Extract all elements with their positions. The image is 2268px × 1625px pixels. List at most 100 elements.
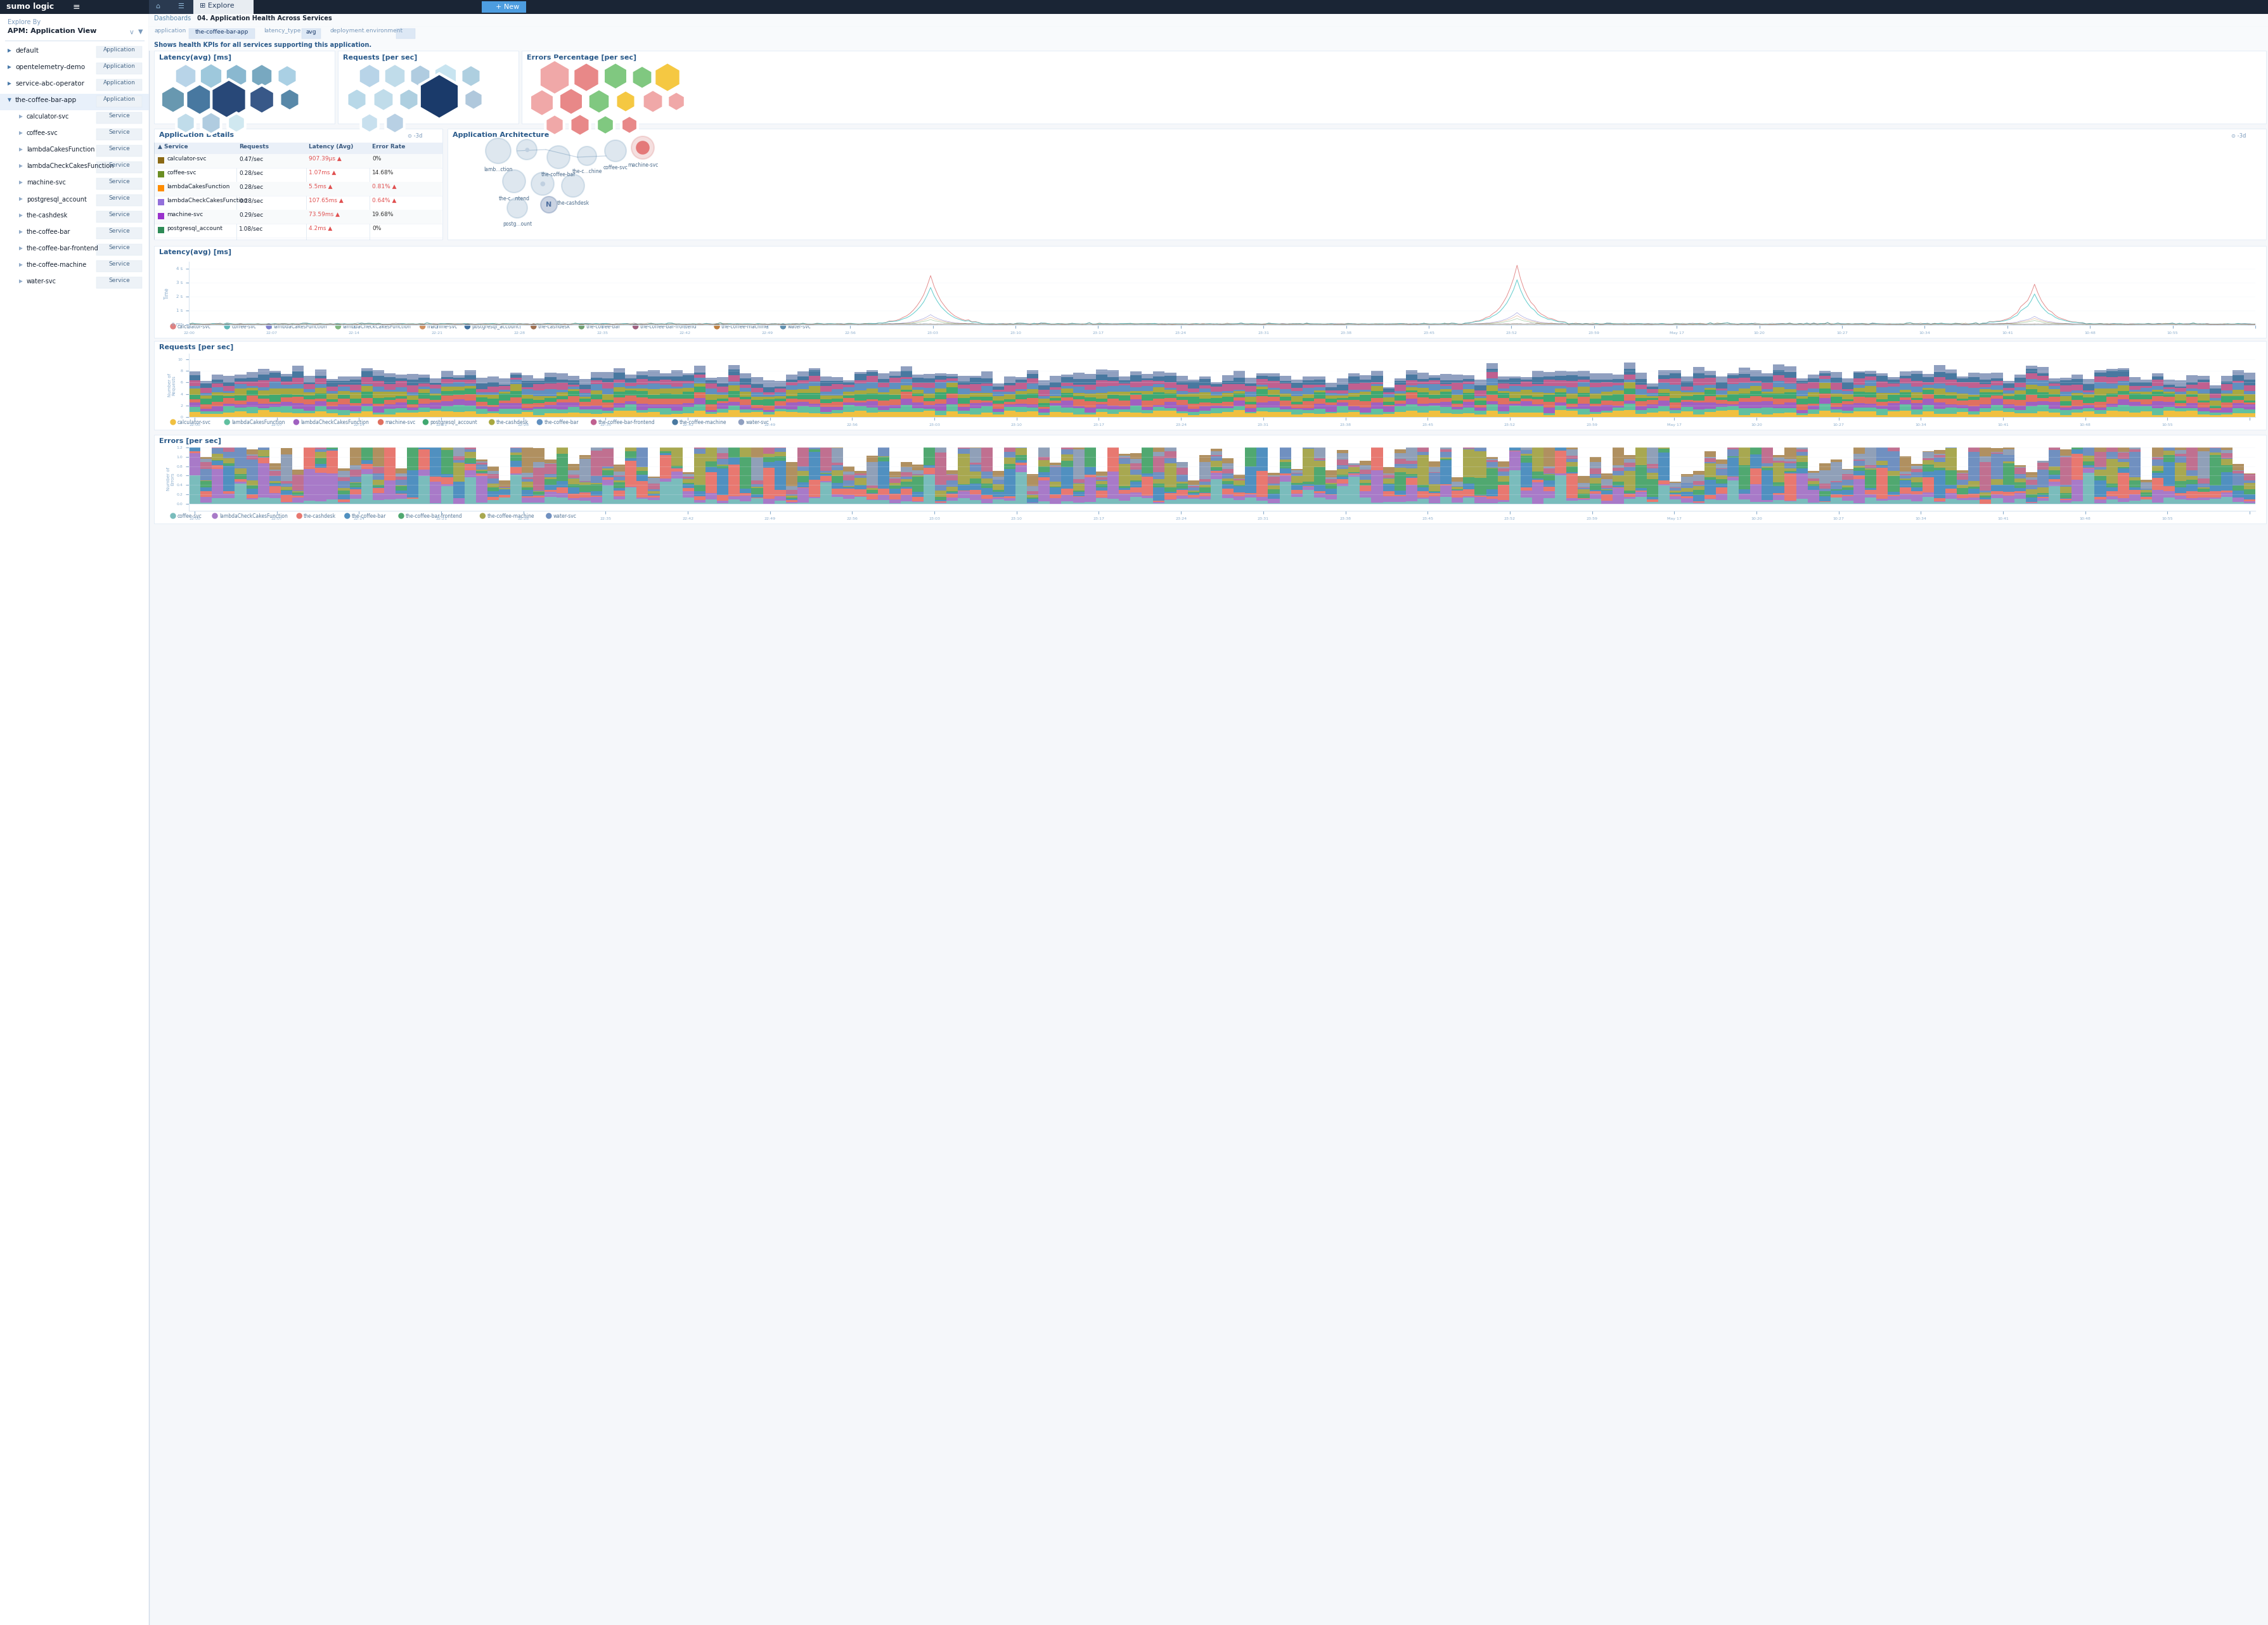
Bar — [270, 499, 281, 504]
Bar — [1567, 375, 1579, 380]
Bar — [1268, 388, 1279, 390]
Bar — [1141, 419, 1152, 437]
Bar — [1533, 400, 1545, 405]
Bar — [1545, 486, 1556, 491]
Bar — [1084, 437, 1095, 440]
Bar — [259, 410, 270, 418]
Bar — [832, 471, 844, 476]
Bar — [1635, 398, 1647, 401]
Bar — [1268, 396, 1279, 401]
Bar — [1567, 497, 1579, 500]
Bar — [660, 453, 671, 455]
Bar — [728, 432, 739, 458]
Bar — [615, 476, 626, 481]
Bar — [1005, 465, 1016, 470]
Bar — [1556, 405, 1567, 410]
Bar — [1129, 474, 1141, 481]
Bar — [866, 455, 878, 462]
Bar — [1211, 462, 1222, 466]
Text: opentelemetry-demo: opentelemetry-demo — [16, 63, 84, 70]
Text: postgresql_account: postgresql_account — [27, 197, 86, 203]
Bar — [1313, 484, 1325, 491]
Bar — [1853, 388, 1864, 392]
Bar — [1980, 405, 1991, 408]
Bar — [533, 390, 544, 396]
Bar — [361, 403, 372, 406]
Bar — [1658, 375, 1669, 379]
Bar — [705, 427, 717, 434]
Bar — [222, 491, 236, 494]
Bar — [683, 476, 694, 479]
Bar — [1361, 392, 1372, 395]
Bar — [395, 413, 406, 418]
Bar — [1302, 481, 1313, 484]
Bar — [420, 387, 431, 388]
Bar — [1545, 416, 1556, 418]
Bar — [2220, 465, 2232, 473]
Bar — [1520, 395, 1533, 398]
Bar — [95, 112, 143, 124]
Bar — [259, 398, 270, 403]
Bar — [810, 403, 821, 408]
Bar — [533, 410, 544, 414]
Bar — [1717, 463, 1728, 468]
Bar — [1141, 374, 1152, 379]
Bar — [1912, 387, 1923, 393]
Bar — [222, 396, 236, 398]
Bar — [1785, 462, 1796, 463]
Bar — [946, 379, 957, 380]
Bar — [694, 449, 705, 453]
Bar — [1876, 400, 1887, 401]
Bar — [1497, 468, 1508, 471]
Circle shape — [508, 198, 528, 218]
Bar — [1200, 379, 1211, 385]
Bar — [1118, 491, 1129, 494]
Bar — [1095, 380, 1107, 387]
Bar — [488, 377, 499, 382]
Bar — [1016, 400, 1027, 403]
Bar — [1027, 405, 1039, 408]
Bar — [2037, 401, 2048, 405]
Bar — [694, 442, 705, 448]
Bar — [327, 406, 338, 410]
Bar — [1991, 494, 2003, 499]
Bar — [315, 447, 327, 450]
Bar — [406, 431, 420, 432]
Bar — [590, 383, 603, 390]
Bar — [717, 377, 728, 384]
Bar — [1935, 455, 1946, 458]
Bar — [751, 377, 762, 384]
Bar — [222, 458, 236, 463]
Bar — [1590, 387, 1601, 393]
Bar — [1084, 401, 1095, 408]
Bar — [1808, 471, 1819, 473]
Bar — [1751, 401, 1762, 408]
Bar — [844, 471, 855, 474]
Bar — [2037, 488, 2048, 492]
Bar — [304, 500, 315, 504]
Bar — [1853, 453, 1864, 460]
Bar — [2118, 447, 2130, 452]
Bar — [1969, 411, 1980, 414]
Bar — [499, 403, 510, 410]
Bar — [1383, 474, 1395, 478]
Bar — [1141, 401, 1152, 408]
Bar — [900, 392, 912, 398]
Bar — [1669, 411, 1681, 413]
Bar — [1533, 387, 1545, 393]
Bar — [2003, 396, 2014, 400]
Bar — [1533, 406, 1545, 434]
Bar — [2243, 483, 2254, 489]
Bar — [946, 497, 957, 500]
Bar — [2220, 453, 2232, 458]
Bar — [1567, 442, 1579, 450]
Bar — [694, 375, 705, 377]
Bar — [1864, 374, 1876, 377]
Bar — [454, 405, 465, 413]
Bar — [1957, 382, 1969, 387]
Bar — [1039, 478, 1050, 479]
Bar — [1579, 403, 1590, 410]
Bar — [1050, 483, 1061, 488]
Bar — [361, 463, 372, 470]
Circle shape — [578, 146, 596, 166]
